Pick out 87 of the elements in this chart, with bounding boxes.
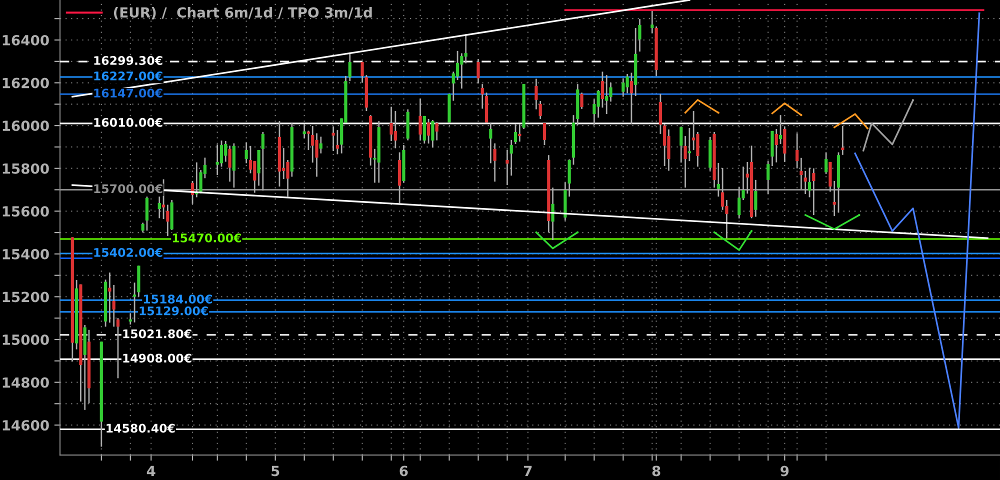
candlestick [418, 98, 422, 142]
candlestick [766, 160, 770, 195]
y-tick-label: 16400 [2, 34, 49, 46]
ref-line-label: 15700.00€ [94, 184, 162, 194]
candlestick [311, 125, 314, 164]
ref-line-label: 15402.00€ [94, 248, 162, 257]
candlestick [738, 186, 741, 220]
candlestick [145, 196, 149, 232]
candlestick [261, 131, 264, 192]
candlestick [224, 140, 228, 162]
ref-line-label: 16299.30€ [94, 56, 162, 65]
ref-line-label: 15470.00€ [172, 233, 241, 242]
x-tick-label: 5 [272, 466, 280, 476]
candlestick [244, 142, 248, 164]
candlestick [580, 92, 584, 110]
candlestick [800, 157, 803, 190]
legend-label: (EUR) / Chart 6m/1d / TPO 3m/1d [114, 6, 372, 20]
candlestick [456, 50, 460, 81]
candlestick [808, 167, 812, 198]
candlestick [116, 317, 120, 379]
ref-line-label: 16227.00€ [94, 72, 162, 80]
candlestick [796, 132, 799, 170]
ref-line-label: 14580.40€ [106, 424, 175, 433]
y-tick-label: 15200 [2, 292, 49, 302]
candlestick [658, 93, 662, 135]
candlestick [480, 83, 484, 110]
candlestick [220, 140, 224, 168]
y-tick-label: 14600 [2, 420, 49, 431]
candlestick [600, 70, 604, 108]
candlestick [431, 119, 434, 148]
candlestick [394, 110, 397, 149]
candlestick [812, 168, 816, 216]
y-tick-label: 15600 [2, 206, 49, 217]
candlestick [542, 122, 546, 146]
ref-line-label: 16147.00€ [94, 88, 162, 98]
candlestick [630, 72, 634, 125]
candlestick [824, 152, 828, 175]
candlestick [158, 196, 161, 219]
y-tick-label: 15400 [2, 248, 49, 260]
candlestick [112, 284, 116, 328]
ref-line-label: 15184.00€ [144, 294, 212, 304]
ref-line-label: 16010.00€ [94, 118, 162, 127]
candlestick [778, 114, 782, 145]
candlestick [754, 179, 758, 218]
candlestick [534, 78, 538, 110]
candlestick [538, 100, 542, 120]
candlestick [489, 122, 492, 164]
candlestick [253, 160, 256, 194]
ref-line-label: 15021.80€ [123, 329, 192, 338]
x-tick-label: 8 [652, 466, 660, 476]
candlestick [680, 126, 683, 164]
x-tick-label: 6 [400, 466, 408, 476]
candlestick [108, 272, 112, 324]
x-tick-label: 9 [780, 466, 789, 476]
candlestick [319, 136, 322, 154]
candlestick [141, 222, 144, 234]
candlestick [663, 123, 666, 167]
candlestick [605, 74, 608, 115]
candlestick [166, 204, 170, 237]
candlestick [348, 52, 352, 82]
ref-line-label: 15129.00€ [140, 306, 208, 316]
candlestick [476, 58, 480, 84]
candlestick [650, 10, 654, 34]
candlestick [464, 34, 468, 64]
y-tick-label: 16200 [2, 78, 49, 88]
candlestick [716, 162, 720, 198]
y-tick-label: 14800 [2, 377, 49, 388]
candlestick [841, 125, 844, 156]
candlestick [336, 129, 339, 155]
candlestick [228, 144, 232, 182]
y-tick-label: 16000 [2, 120, 49, 132]
candlestick [435, 121, 438, 142]
x-tick-label: 7 [524, 466, 532, 476]
candlestick [622, 78, 625, 98]
x-tick-label: 4 [146, 466, 156, 476]
candlestick [426, 118, 430, 144]
candlestick [774, 128, 778, 164]
ref-line-label: 14908.00€ [123, 354, 192, 363]
y-tick-label: 15000 [2, 334, 49, 345]
candlestick [721, 167, 724, 211]
candlestick [626, 73, 629, 94]
candlestick [596, 89, 600, 118]
candlestick [514, 124, 518, 145]
candlestick [804, 170, 807, 195]
candlestick [460, 52, 464, 90]
y-tick-label: 15800 [2, 163, 49, 174]
candlestick [510, 139, 513, 176]
